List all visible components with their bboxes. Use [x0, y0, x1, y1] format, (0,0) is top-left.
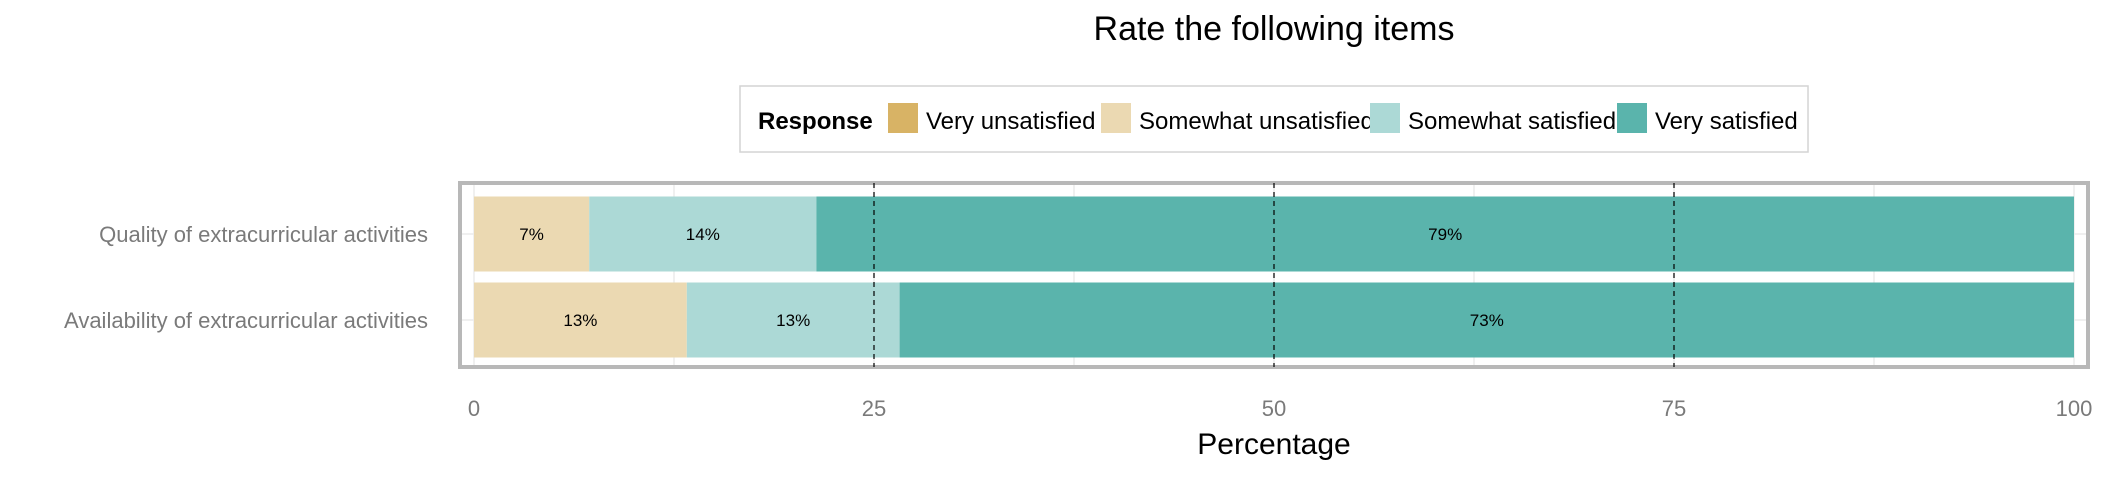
x-tick-label: 25 [862, 396, 886, 421]
legend-label: Somewhat satisfied [1408, 108, 1616, 135]
x-axis-title: Percentage [1197, 428, 1350, 461]
data-label: 7% [519, 225, 544, 244]
legend-label: Somewhat unsatisfied [1139, 108, 1374, 135]
data-label: 14% [686, 225, 720, 244]
data-label: 73% [1470, 311, 1504, 330]
bar-segment [686, 282, 900, 358]
legend-swatch [1617, 103, 1647, 133]
bar-segment [589, 196, 817, 272]
category-label: Quality of extracurricular activities [99, 222, 428, 247]
legend-swatch [888, 103, 918, 133]
bar-segment [474, 196, 590, 272]
legend-swatch [1370, 103, 1400, 133]
legend-title: Response [758, 108, 873, 135]
x-tick-label: 0 [468, 396, 480, 421]
plot-area: 7% 14% 79% 13% 13% 73% [458, 181, 2090, 369]
legend-label: Very satisfied [1655, 108, 1798, 135]
data-label: 79% [1428, 225, 1462, 244]
legend: Response Very unsatisfied Somewhat unsati… [739, 85, 1809, 153]
bar-segment [899, 282, 2074, 358]
legend-swatch [1101, 103, 1131, 133]
x-tick-label: 100 [2056, 396, 2093, 421]
legend-label: Very unsatisfied [926, 108, 1095, 135]
category-label: Availability of extracurricular activiti… [64, 308, 428, 333]
bar-segment [474, 282, 687, 358]
bar-segment [816, 196, 2074, 272]
data-label: 13% [776, 311, 810, 330]
x-tick-label: 50 [1262, 396, 1286, 421]
data-label: 13% [563, 311, 597, 330]
x-tick-label: 75 [1662, 396, 1686, 421]
chart-title: Rate the following items [1094, 10, 1455, 48]
